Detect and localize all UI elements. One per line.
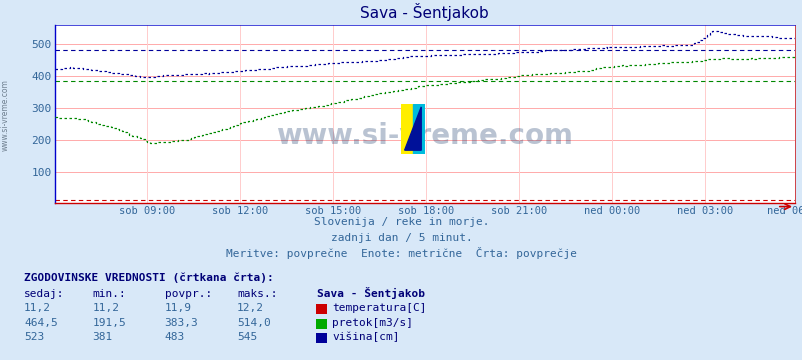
Text: Sava - Šentjakob: Sava - Šentjakob (317, 287, 424, 299)
Text: 381: 381 (92, 332, 112, 342)
Text: pretok[m3/s]: pretok[m3/s] (332, 318, 413, 328)
Text: 523: 523 (24, 332, 44, 342)
Text: min.:: min.: (92, 289, 126, 299)
Text: 11,2: 11,2 (24, 303, 51, 314)
Text: 545: 545 (237, 332, 257, 342)
Title: Sava - Šentjakob: Sava - Šentjakob (360, 3, 488, 21)
Text: 11,2: 11,2 (92, 303, 119, 314)
Text: sedaj:: sedaj: (24, 289, 64, 299)
Text: ZGODOVINSKE VREDNOSTI (črtkana črta):: ZGODOVINSKE VREDNOSTI (črtkana črta): (24, 272, 273, 283)
Text: maks.:: maks.: (237, 289, 277, 299)
Text: povpr.:: povpr.: (164, 289, 212, 299)
Text: zadnji dan / 5 minut.: zadnji dan / 5 minut. (330, 233, 472, 243)
Text: 514,0: 514,0 (237, 318, 270, 328)
Text: 11,9: 11,9 (164, 303, 192, 314)
Text: 383,3: 383,3 (164, 318, 198, 328)
Text: višina[cm]: višina[cm] (332, 332, 399, 342)
Text: 12,2: 12,2 (237, 303, 264, 314)
Text: Meritve: povprečne  Enote: metrične  Črta: povprečje: Meritve: povprečne Enote: metrične Črta:… (225, 247, 577, 260)
Text: 483: 483 (164, 332, 184, 342)
Text: 464,5: 464,5 (24, 318, 58, 328)
Text: www.si-vreme.com: www.si-vreme.com (276, 122, 573, 150)
Text: temperatura[C]: temperatura[C] (332, 303, 427, 314)
Text: www.si-vreme.com: www.si-vreme.com (1, 79, 10, 151)
Text: 191,5: 191,5 (92, 318, 126, 328)
Text: Slovenija / reke in morje.: Slovenija / reke in morje. (314, 217, 488, 227)
